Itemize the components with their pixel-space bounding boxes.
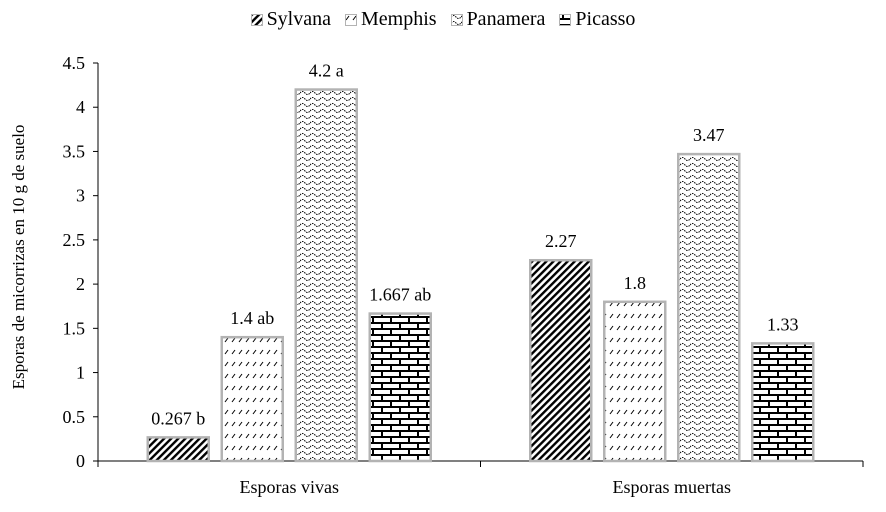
y-tick-label: 4 xyxy=(76,97,85,117)
bar-picasso xyxy=(368,312,432,463)
y-tick-label: 1.5 xyxy=(63,318,86,338)
y-tick-label: 4.5 xyxy=(63,53,86,73)
data-label: 0.267 b xyxy=(151,408,205,428)
y-tick-label: 1 xyxy=(76,363,85,383)
bar-picasso xyxy=(751,342,815,463)
panamera-swatch-icon xyxy=(450,13,463,26)
y-tick-label: 3.5 xyxy=(63,141,86,161)
legend-item-sylvana: Sylvana xyxy=(250,8,331,31)
legend-label: Picasso xyxy=(575,8,636,30)
data-label: 3.47 xyxy=(693,125,725,145)
legend-item-panamera: Panamera xyxy=(450,8,546,31)
data-label: 1.4 ab xyxy=(230,308,274,328)
y-tick-label: 3 xyxy=(76,186,85,206)
y-axis: 0 0.5 1 1.5 2 2.5 3 3.5 4 4.5 xyxy=(63,53,99,471)
bar-sylvana xyxy=(146,436,210,463)
y-tick-label: 2 xyxy=(76,274,85,294)
data-label: 1.667 ab xyxy=(369,285,431,305)
legend-label: Memphis xyxy=(361,8,437,30)
y-axis-label: Esporas de micorrizas en 10 g de suelo xyxy=(9,125,28,390)
x-category-label: Esporas muertas xyxy=(613,477,731,497)
y-tick-label: 0.5 xyxy=(63,407,86,427)
bar-memphis xyxy=(603,300,667,463)
chart-legend: Sylvana Memphis Panamera Picasso xyxy=(0,8,886,31)
sylvana-swatch-icon xyxy=(250,13,263,26)
bar-memphis xyxy=(220,335,284,463)
memphis-swatch-icon xyxy=(345,13,357,26)
legend-item-memphis: Memphis xyxy=(345,8,437,31)
bars: 0.267 b 1.4 ab 4.2 a 1.667 ab 2.27 1.8 3.47 1.3… xyxy=(146,61,815,463)
y-tick-label: 0 xyxy=(76,451,85,471)
legend-item-picasso: Picasso xyxy=(559,8,635,31)
data-label: 2.27 xyxy=(545,231,577,251)
data-label: 1.8 xyxy=(624,273,647,293)
x-category-label: Esporas vivas xyxy=(240,477,339,497)
bar-sylvana xyxy=(529,258,593,463)
bar-panamera xyxy=(294,88,358,463)
legend-label: Sylvana xyxy=(266,8,331,30)
picasso-swatch-icon xyxy=(559,13,572,26)
data-label: 1.33 xyxy=(767,314,799,334)
y-tick-label: 2.5 xyxy=(63,230,86,250)
data-label: 4.2 a xyxy=(309,61,344,81)
x-axis: Esporas vivas Esporas muertas xyxy=(97,460,864,497)
legend-label: Panamera xyxy=(466,8,546,30)
bar-panamera xyxy=(677,152,741,463)
